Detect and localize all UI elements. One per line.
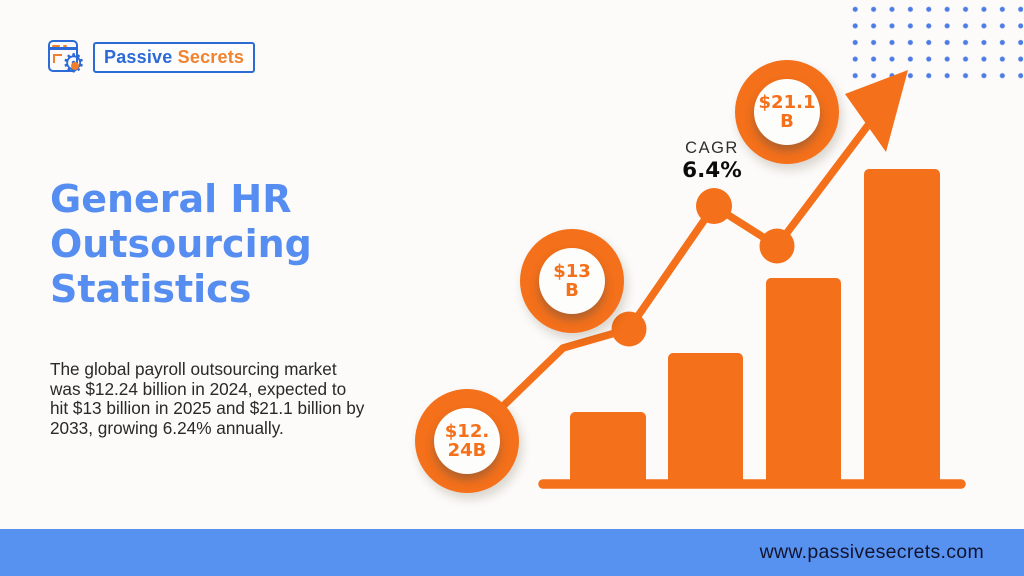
bar — [570, 412, 646, 486]
browser-dash-decoration — [63, 44, 67, 47]
description-line: hit $13 billion in 2025 and $21.1 billio… — [50, 398, 365, 419]
page-title: General HR Outsourcing Statistics — [50, 177, 312, 312]
title-line: Outsourcing — [50, 222, 312, 266]
value-badge-inner: $12. 24B — [434, 408, 500, 474]
trend-node — [611, 311, 647, 347]
brand-name-secondary: Secrets — [177, 46, 245, 67]
value-badge-2033: $21.1 B — [735, 60, 839, 164]
badge-value-line: B — [565, 280, 579, 301]
browser-titlebar-shape — [48, 47, 77, 50]
brand-logo: ⚙ Passive Secrets — [48, 37, 256, 77]
brand-wordmark: Passive Secrets — [93, 41, 256, 73]
bar — [864, 169, 940, 486]
badge-value-line: $21.1 — [758, 92, 816, 113]
title-line: General HR — [50, 177, 292, 221]
value-badge-2025: $13 B — [520, 229, 624, 333]
description-line: was $12.24 billion in 2024, expected to — [50, 378, 347, 399]
cagr-value: 6.4% — [682, 158, 742, 183]
arrow-head-icon — [845, 70, 908, 152]
cagr-label: CAGR — [685, 139, 739, 157]
description-line: The global payroll outsourcing market — [50, 359, 337, 379]
value-badge-inner: $13 B — [539, 248, 605, 314]
bar — [766, 278, 841, 486]
trend-node — [696, 188, 732, 224]
badge-value-line: 24B — [447, 440, 487, 461]
browser-window-shape — [48, 40, 78, 72]
badge-value-line: B — [780, 111, 794, 132]
corner-bracket-decoration — [53, 54, 62, 63]
badge-value-line: $13 — [553, 261, 591, 282]
gear-icon: ⚙ — [62, 50, 88, 80]
value-badge-2024: $12. 24B — [415, 389, 519, 493]
value-badge-inner: $21.1 B — [754, 79, 820, 145]
badge-value-line: $12. — [444, 421, 490, 442]
title-line: Statistics — [50, 267, 252, 311]
trend-node — [759, 228, 795, 264]
dot-grid-decoration — [843, 0, 1023, 79]
footer-bar: www.passivesecrets.com — [0, 529, 1024, 576]
brand-name-primary: Passive — [104, 46, 173, 67]
description-text: The global payroll outsourcing market wa… — [50, 359, 430, 438]
browser-dash-decoration — [52, 44, 60, 47]
cagr-annotation: CAGR 6.4% — [641, 139, 783, 183]
footer-url: www.passivesecrets.com — [759, 541, 984, 563]
trend-line — [463, 116, 876, 445]
bar — [668, 353, 743, 486]
description-line: 2033, growing 6.24% annually. — [50, 417, 284, 438]
browser-gear-icon: ⚙ — [48, 37, 86, 77]
